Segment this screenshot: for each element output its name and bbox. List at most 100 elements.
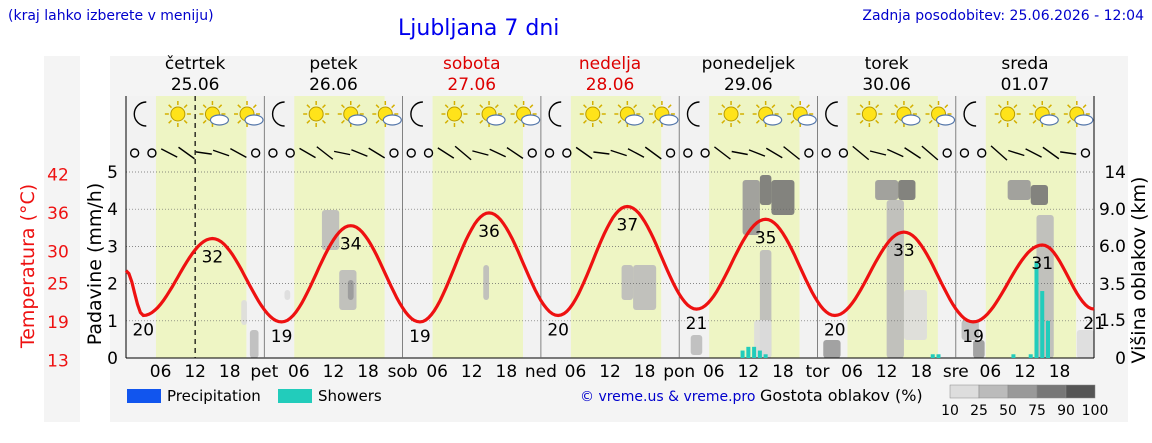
cloud-height-tick: 3.5 <box>1099 275 1126 295</box>
legend-swatch <box>127 389 161 403</box>
night-band <box>540 96 571 358</box>
x-tick-label: 18 <box>772 362 794 382</box>
sun-ray <box>202 119 207 124</box>
cloud-blob <box>759 175 772 205</box>
wind-barb <box>852 145 870 161</box>
night-band <box>384 96 403 358</box>
sun-ray <box>909 104 914 109</box>
cloud-blob <box>886 200 904 358</box>
cloud-blob <box>961 320 979 340</box>
temp-extreme-label: 19 <box>271 327 293 347</box>
calm-wind-icon <box>804 148 814 158</box>
wind-barb <box>610 149 627 157</box>
precip-tick-label: 1 <box>107 312 118 332</box>
sun-ray <box>997 119 1002 124</box>
sun-ray <box>444 104 449 109</box>
sun-ray <box>875 104 880 109</box>
sun-ray <box>306 119 311 124</box>
calm-wind-icon <box>942 148 952 158</box>
shower-bar <box>752 346 757 358</box>
sun-ray <box>479 104 484 109</box>
temp-extreme-label: 35 <box>755 228 777 248</box>
wind-barb <box>316 146 334 160</box>
wind-barb <box>713 146 731 160</box>
sun-icon <box>308 106 324 122</box>
sun-ray <box>736 104 741 109</box>
wind-barb <box>489 148 506 158</box>
x-tick-label: 06 <box>703 362 725 382</box>
calm-wind-icon <box>527 148 537 158</box>
temp-extreme-label: 33 <box>893 241 915 261</box>
x-tick-label: 06 <box>565 362 587 382</box>
sun-ray <box>1067 104 1071 109</box>
x-tick-label: 12 <box>599 362 621 382</box>
sun-ray <box>183 119 188 124</box>
wind-barb <box>351 149 368 157</box>
wind-barb <box>627 148 645 158</box>
sun-ray <box>928 119 933 124</box>
cloud-blob <box>754 320 772 358</box>
calm-wind-icon <box>821 148 831 158</box>
sun-ray <box>944 104 949 109</box>
x-day-abbrev: tor <box>805 362 829 382</box>
sun-ray <box>444 119 449 124</box>
cloud-blob <box>771 180 795 215</box>
wind-barb <box>731 150 748 156</box>
menu-hint[interactable]: (kraj lahko izberete v meniju) <box>8 8 214 24</box>
night-band <box>661 96 680 358</box>
cloud-blob <box>903 290 927 340</box>
calm-wind-icon <box>959 148 970 158</box>
temp-extreme-label: 31 <box>1031 254 1053 274</box>
temp-extreme-label: 20 <box>824 321 846 341</box>
sun-ray <box>1013 104 1018 109</box>
cloud-blob <box>241 300 248 325</box>
sun-ray <box>617 119 622 124</box>
shower-bar <box>936 354 941 358</box>
calm-wind-icon <box>562 148 572 158</box>
day-name: torek <box>865 54 909 74</box>
density-tick: 50 <box>999 403 1017 419</box>
sun-ray <box>341 104 345 109</box>
legend-swatch <box>278 389 312 403</box>
shower-bar <box>1028 354 1033 358</box>
sun-ray <box>790 104 795 109</box>
cloud-height-tick: 9.0 <box>1099 200 1126 220</box>
density-tick: 90 <box>1057 403 1075 419</box>
sun-ray <box>859 119 864 124</box>
moon-icon <box>271 101 285 127</box>
cloud-blob <box>1036 215 1054 358</box>
legend-label: Showers <box>318 387 382 405</box>
cloud-icon <box>1039 114 1059 126</box>
cloud-height-tick: 14 <box>1104 163 1126 183</box>
x-tick-label: 12 <box>738 362 760 382</box>
cloud-blob <box>621 265 634 300</box>
day-date: 25.06 <box>171 75 220 95</box>
cloud-blob <box>742 180 760 235</box>
sun-ray <box>218 104 223 109</box>
wind-barb <box>644 146 662 160</box>
sun-ray <box>598 119 603 124</box>
day-name: nedelja <box>579 54 641 74</box>
wind-barb <box>1042 146 1060 160</box>
cloud-blob <box>347 280 354 300</box>
cloud-icon <box>209 114 230 126</box>
legend-label: Precipitation <box>167 387 261 405</box>
sun-ray <box>375 119 380 124</box>
sun-ray <box>529 104 534 109</box>
daylight-band <box>155 96 247 358</box>
wind-barb <box>160 148 178 158</box>
sun-ray <box>667 104 672 109</box>
sun-ray <box>1082 104 1087 109</box>
shower-bar <box>1040 291 1045 358</box>
sun-ray <box>321 119 326 124</box>
cloud-blob <box>249 330 259 358</box>
cloud-blob <box>690 335 703 355</box>
sun-ray <box>652 119 657 124</box>
density-swatch <box>1007 384 1038 399</box>
sun-ray <box>252 104 257 109</box>
shower-bar <box>1046 320 1050 358</box>
sun-icon <box>585 106 601 122</box>
calm-wind-icon <box>129 148 140 158</box>
wind-barb <box>506 147 524 159</box>
wind-barb <box>904 147 921 159</box>
